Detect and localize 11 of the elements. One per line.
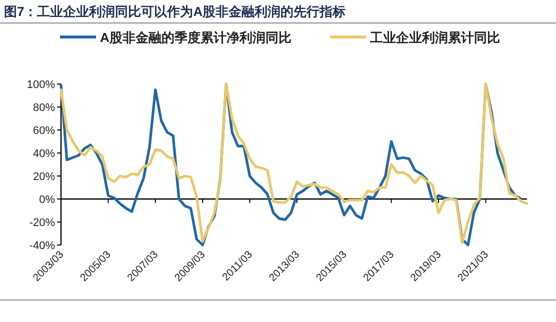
y-tick-label: 80%: [32, 102, 56, 114]
y-tick-label: 40%: [32, 148, 56, 160]
y-tick-label: -20%: [29, 217, 56, 229]
y-tick-label: 100%: [26, 79, 56, 91]
legend-label: 工业企业利润累计同比: [369, 30, 500, 45]
y-tick-label: 0%: [39, 194, 56, 206]
legend-label: A股非金融的季度累计净利润同比: [100, 30, 292, 45]
y-tick-label: 60%: [32, 125, 56, 137]
y-tick-label: -40%: [29, 240, 56, 252]
y-tick-label: 20%: [32, 171, 56, 183]
chart-title: 图7：工业企业利润同比可以作为A股非金融利润的先行指标: [4, 4, 346, 19]
